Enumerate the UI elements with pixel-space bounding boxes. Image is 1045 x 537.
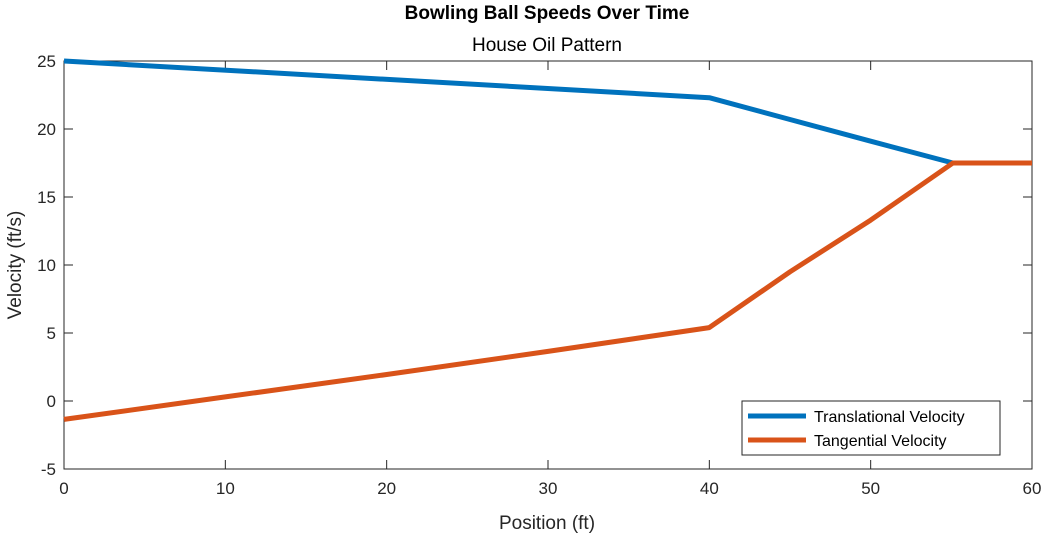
chart-subtitle: House Oil Pattern [472,35,622,56]
legend-label: Tangential Velocity [814,433,947,450]
x-tick-label: 40 [700,479,719,498]
y-tick-label: 5 [47,324,56,343]
x-axis-label: Position (ft) [499,513,595,534]
y-tick-label: 10 [37,256,56,275]
x-tick-label: 30 [539,479,558,498]
series-line-translational [63,58,1032,166]
y-tick-label: 20 [37,120,56,139]
legend-label: Translational Velocity [814,409,965,426]
chart-title: Bowling Ball Speeds Over Time [405,3,690,24]
y-axis-label: Velocity (ft/s) [5,211,26,320]
series-line-tangential [63,160,1032,422]
x-tick-label: 50 [861,479,880,498]
legend: Translational Velocity Tangential Velocit… [741,400,1001,456]
y-tick-label: -5 [41,460,56,479]
y-tick-label: 15 [37,188,56,207]
x-tick-label: 10 [216,479,235,498]
x-tick-label: 20 [377,479,396,498]
x-tick-label: 60 [1023,479,1042,498]
x-tick-label: 0 [59,479,68,498]
y-tick-label: 25 [37,52,56,71]
legend-box [741,400,1001,456]
y-tick-label: 0 [47,392,56,411]
